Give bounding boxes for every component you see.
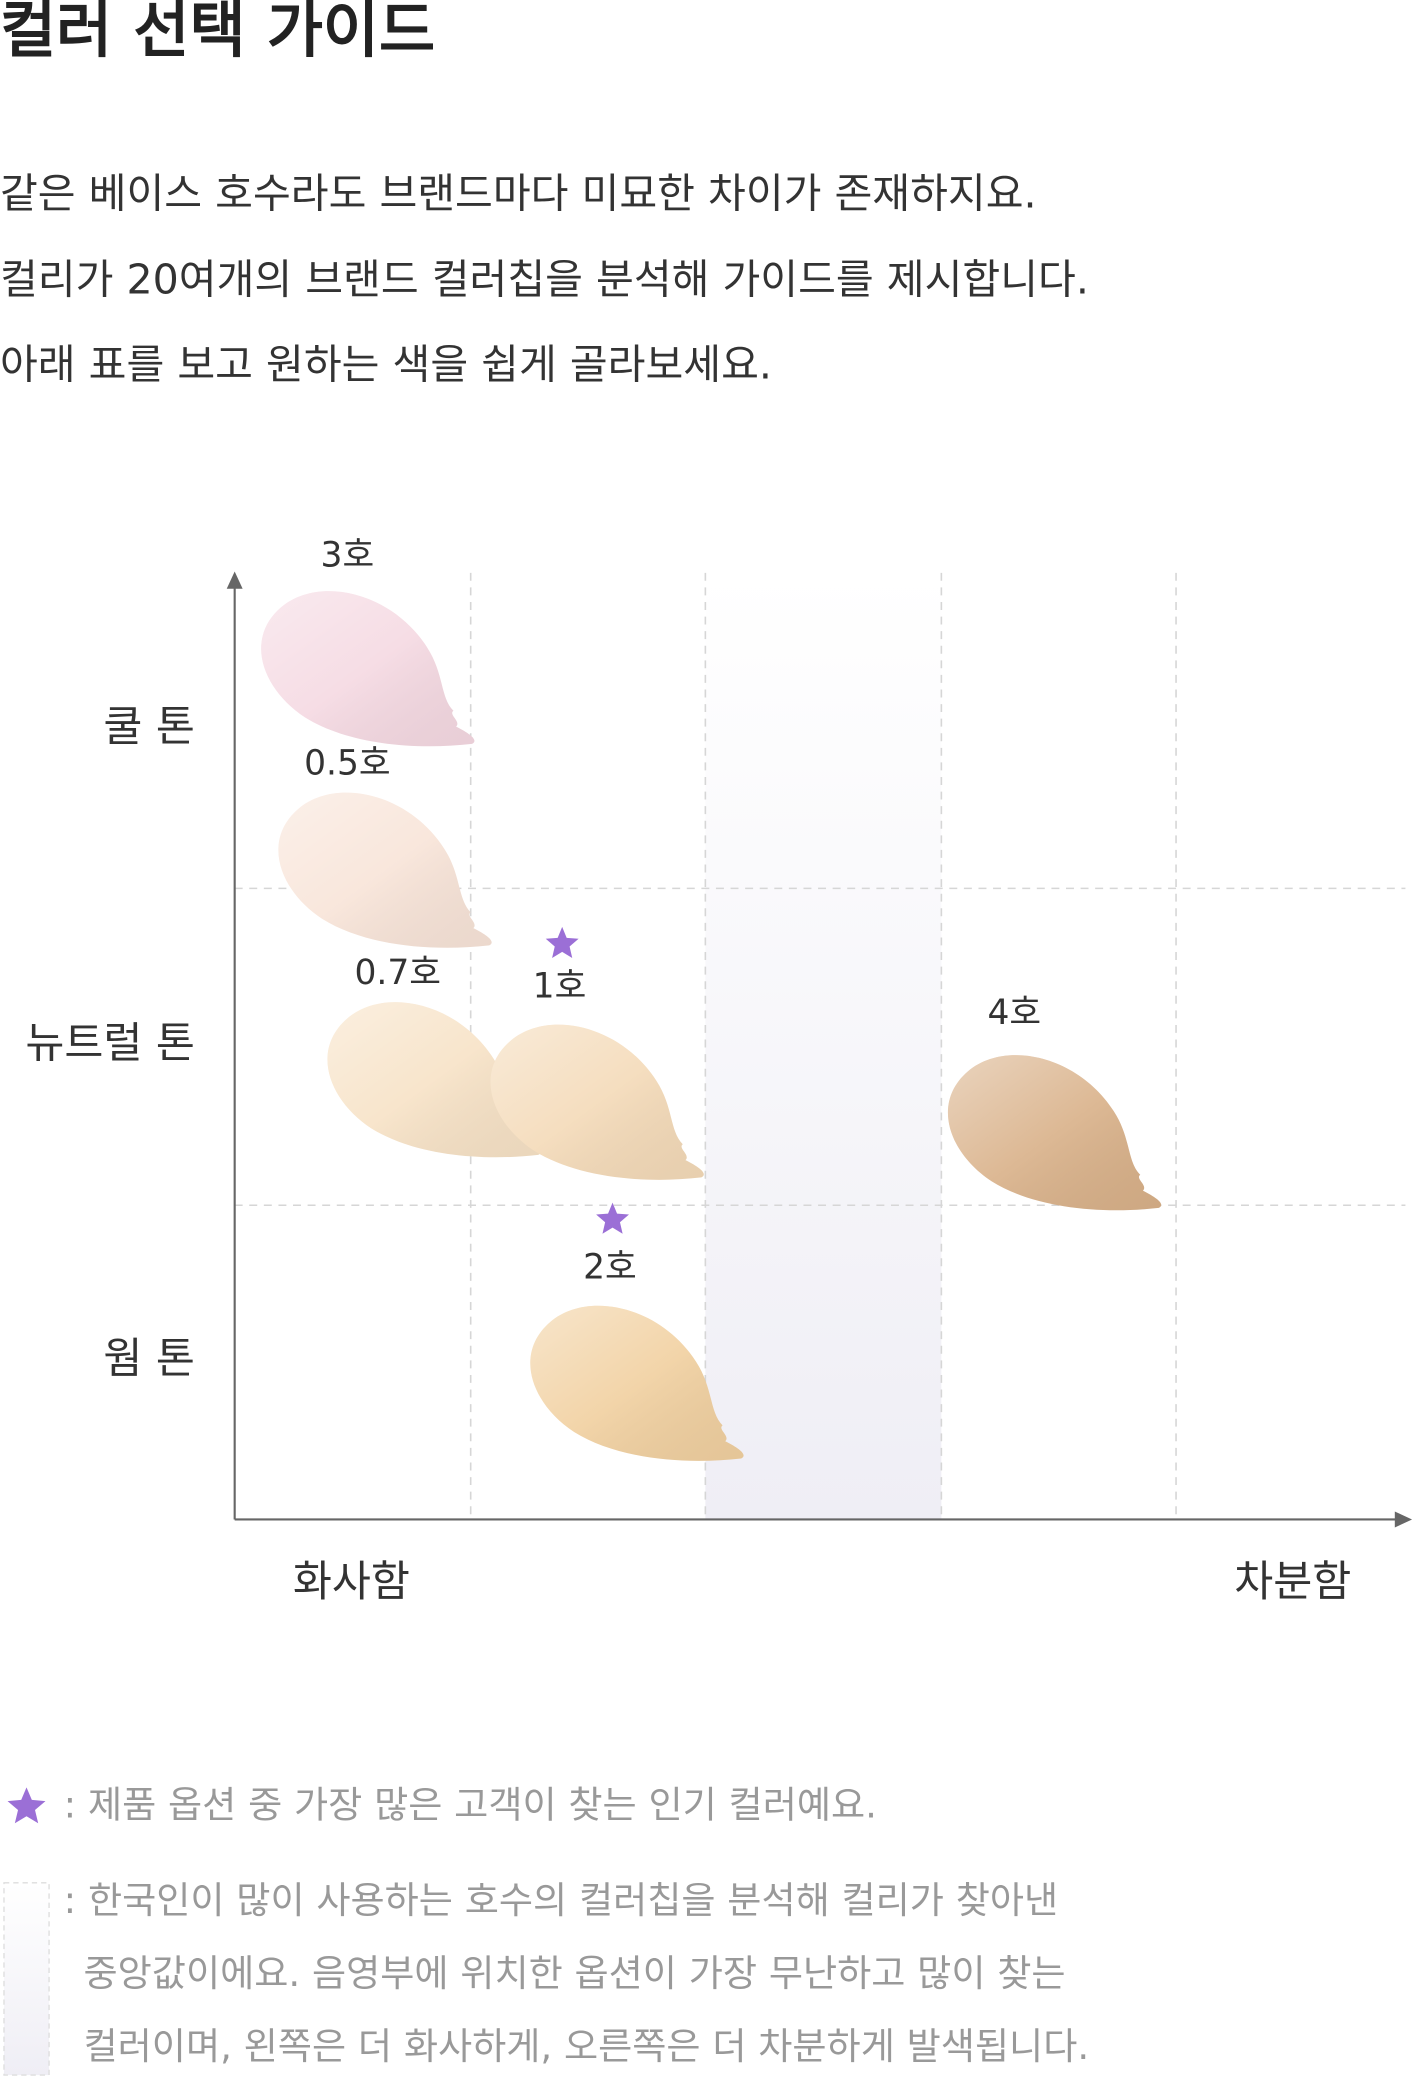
- swatch-shine: [278, 792, 492, 948]
- swatch: [327, 1002, 541, 1158]
- y-label: 뉴트럴 톤: [25, 1020, 195, 1069]
- description-line: 컬리가 20여개의 브랜드 컬러칩을 분석해 가이드를 제시합니다.: [0, 255, 1089, 303]
- legend-star: [7, 1787, 46, 1824]
- swatch: [278, 792, 492, 948]
- swatch: [490, 1024, 704, 1180]
- swatch-label: 3호: [321, 535, 375, 575]
- swatch-label: 0.5호: [304, 744, 391, 784]
- legend-text: 컬러이며, 왼쪽은 더 화사하게, 오른쪽은 더 차분하게 발색됩니다.: [84, 2025, 1090, 2068]
- swatch-shine: [261, 591, 475, 747]
- swatch-label: 0.7호: [354, 953, 441, 993]
- swatch-shine: [947, 1055, 1162, 1211]
- median-band: [705, 572, 942, 1520]
- description-line: 같은 베이스 호수라도 브랜드마다 미묘한 차이가 존재하지요.: [0, 169, 1037, 217]
- x-label: 차분함: [1234, 1558, 1351, 1607]
- swatch-label: 4호: [987, 993, 1041, 1033]
- legend-band: [3, 1882, 50, 2076]
- y-label: 웜 톤: [103, 1335, 195, 1384]
- swatch-shine: [327, 1002, 541, 1158]
- x-label: 화사함: [293, 1558, 410, 1607]
- swatch: [530, 1305, 744, 1461]
- axes: [226, 571, 1413, 1528]
- legend-text: 중앙값이에요. 음영부에 위치한 옵션이 가장 무난하고 많이 찾는: [84, 1952, 1066, 1995]
- swatches: 3호 0.5호 0.7호 1호 4호 2호: [261, 535, 1162, 1461]
- legend-text: : 제품 옵션 중 가장 많은 고객이 찾는 인기 컬러예요.: [64, 1784, 877, 1827]
- swatch-shine: [490, 1024, 704, 1180]
- popular-star: [596, 1202, 629, 1234]
- swatch: [261, 591, 475, 747]
- swatch: [947, 1055, 1162, 1211]
- swatch-label: 2호: [583, 1247, 637, 1287]
- description-line: 아래 표를 보고 원하는 색을 쉽게 골라보세요.: [0, 340, 772, 388]
- title: 컬러 선택 가이드: [0, 0, 435, 66]
- grid: [234, 572, 1406, 1520]
- swatch-label: 1호: [533, 966, 587, 1006]
- swatch-shine: [530, 1305, 744, 1461]
- y-label: 쿨 톤: [103, 703, 195, 752]
- legend-text: : 한국인이 많이 사용하는 호수의 컬러칩을 분석해 컬리가 찾아낸: [64, 1879, 1059, 1922]
- popular-star: [545, 926, 579, 958]
